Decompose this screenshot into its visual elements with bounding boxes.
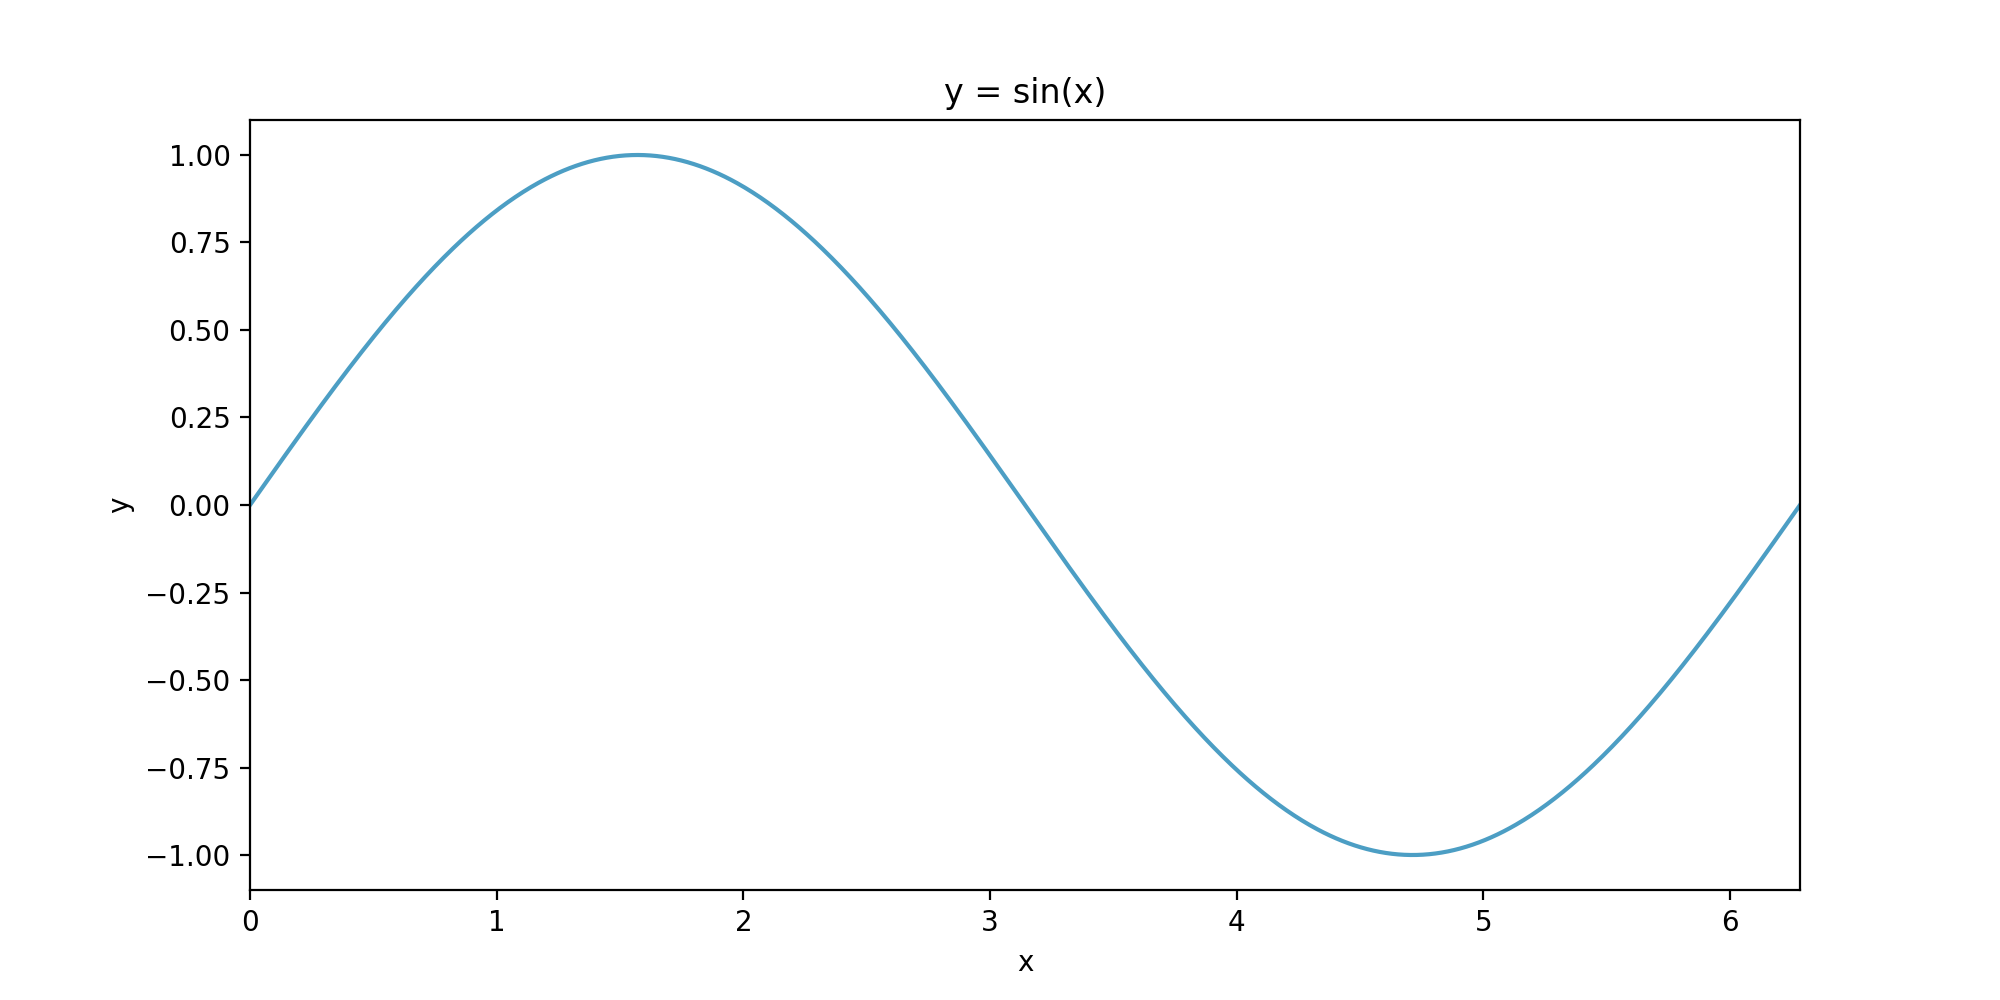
X-axis label: x: x (1016, 949, 1034, 977)
Y-axis label: y: y (106, 497, 134, 513)
Title: y = sin(x): y = sin(x) (944, 77, 1106, 110)
